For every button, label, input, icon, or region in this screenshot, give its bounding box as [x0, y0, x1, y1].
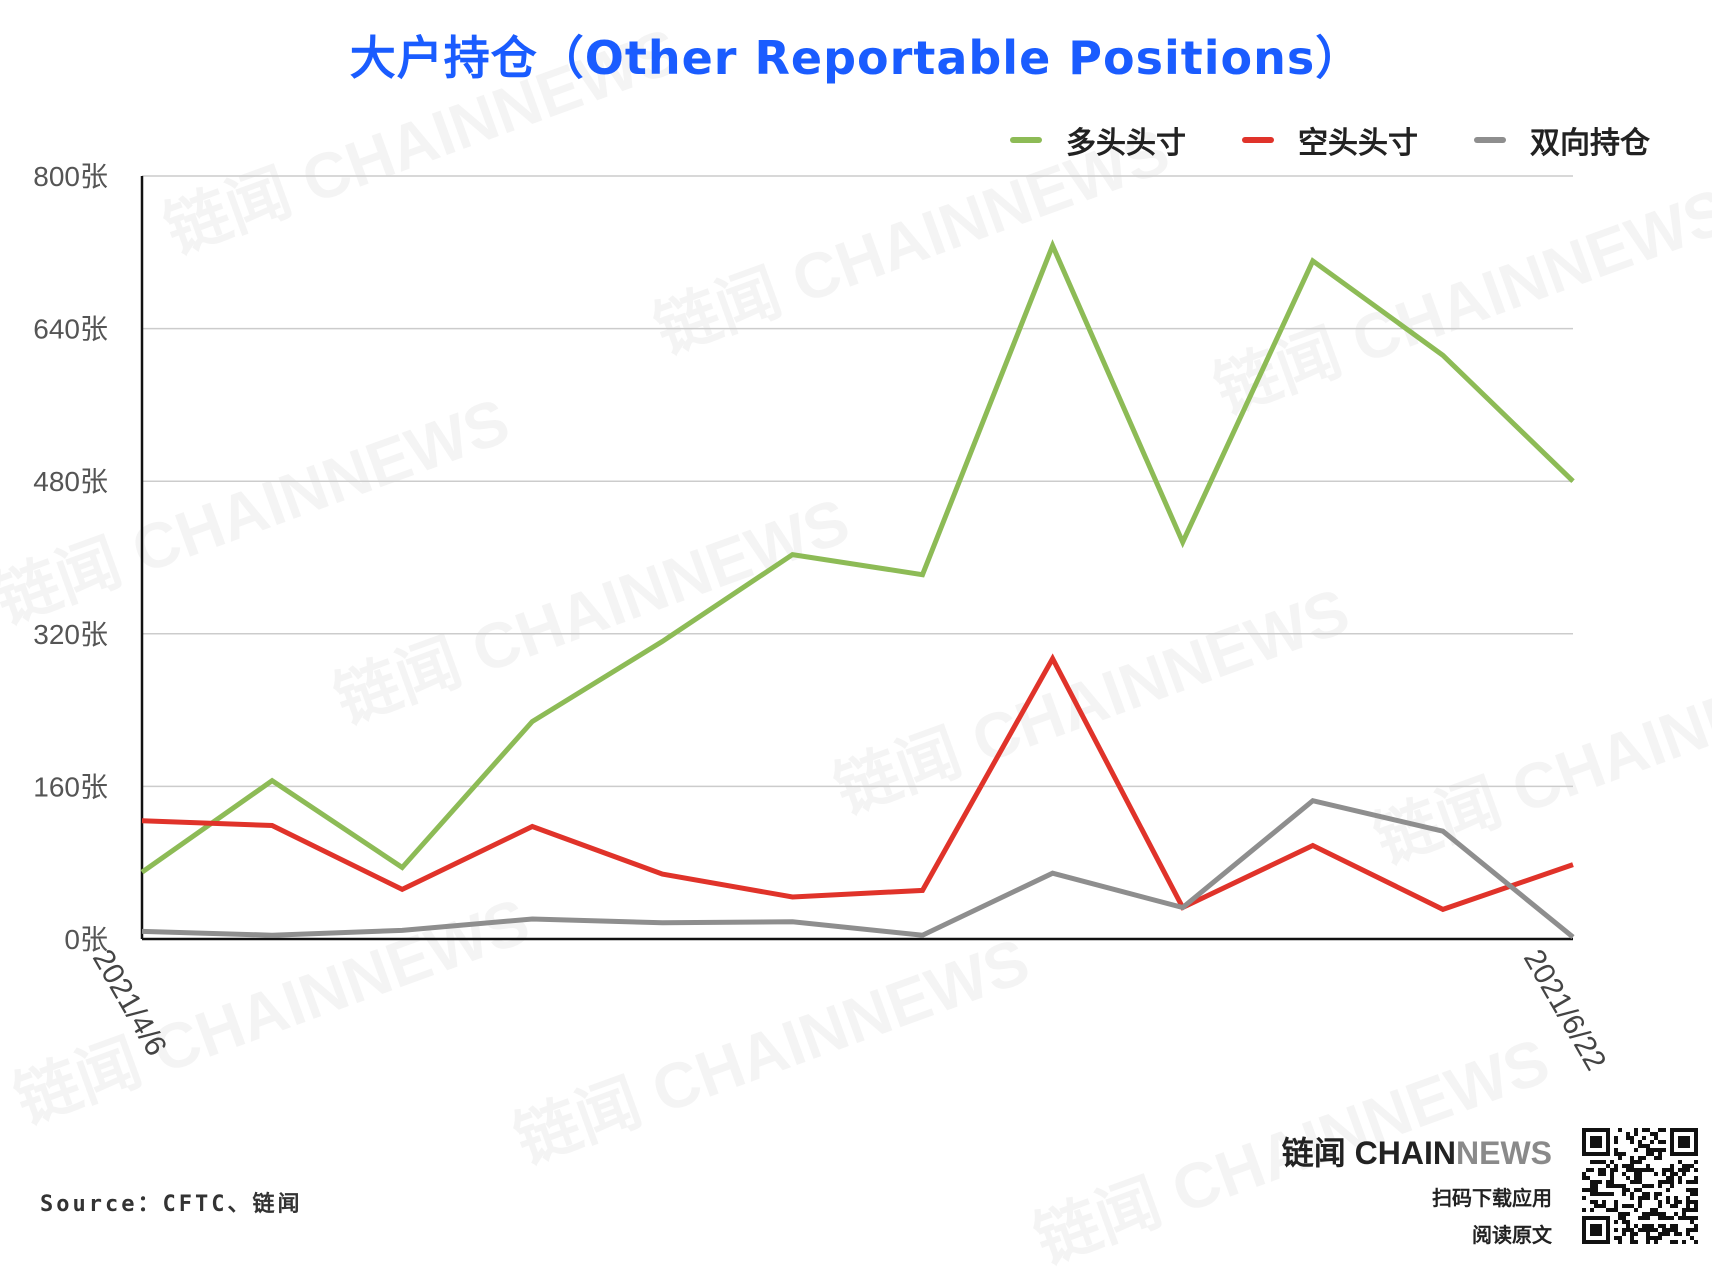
legend-label-spread: 双向持仓: [1530, 126, 1650, 161]
brand-name-chain: CHAIN: [1354, 1135, 1456, 1171]
y-tick-labels: 0张 160张 320张 480张 640张 800张: [33, 161, 108, 955]
legend-item-long: 多头头寸: [1010, 118, 1186, 162]
legend-label-long: 多头头寸: [1066, 126, 1186, 161]
legend-item-spread: 双向持仓: [1474, 118, 1650, 162]
legend: 多头头寸 空头头寸 双向持仓: [1010, 118, 1650, 162]
chart-title: 大户持仓（Other Reportable Positions）: [349, 31, 1363, 85]
qr-code-icon: [1582, 1128, 1698, 1244]
y-tick-label: 0张: [64, 924, 108, 955]
legend-item-short: 空头头寸: [1242, 118, 1418, 162]
x-tick-label: 2021/4/6: [86, 944, 173, 1062]
source-note: Source：CFTC、链闻: [40, 1192, 303, 1217]
series-lines: [140, 239, 1575, 940]
grid-lines: [142, 175, 1573, 788]
brand-name-cn: 链闻: [1281, 1135, 1355, 1171]
y-tick-label: 800张: [33, 161, 108, 192]
brand-logo: 链闻 CHAINNEWS: [1282, 1128, 1552, 1174]
brand-line1: 扫码下载应用: [1432, 1186, 1552, 1210]
series-line-long: [140, 239, 1575, 875]
legend-swatch-long: [1010, 137, 1042, 143]
y-tick-label: 160张: [33, 771, 108, 802]
legend-swatch-spread: [1474, 137, 1506, 143]
x-tick-label: 2021/6/22: [1517, 944, 1612, 1076]
series-line-spread: [141, 797, 1575, 940]
brand-line2: 阅读原文: [1472, 1223, 1552, 1247]
y-tick-label: 320张: [33, 619, 108, 650]
legend-label-short: 空头头寸: [1298, 126, 1418, 161]
y-tick-label: 480张: [33, 466, 108, 497]
legend-swatch-short: [1242, 137, 1274, 143]
y-tick-label: 640张: [33, 314, 108, 345]
series-line-short: [141, 653, 1574, 913]
x-tick-labels: 2021/4/6 2021/6/22: [86, 944, 1612, 1076]
axes: [140, 176, 1573, 941]
brand-block: 链闻 CHAINNEWS 扫码下载应用 阅读原文: [1282, 1128, 1552, 1248]
brand-name-news: NEWS: [1456, 1135, 1552, 1171]
